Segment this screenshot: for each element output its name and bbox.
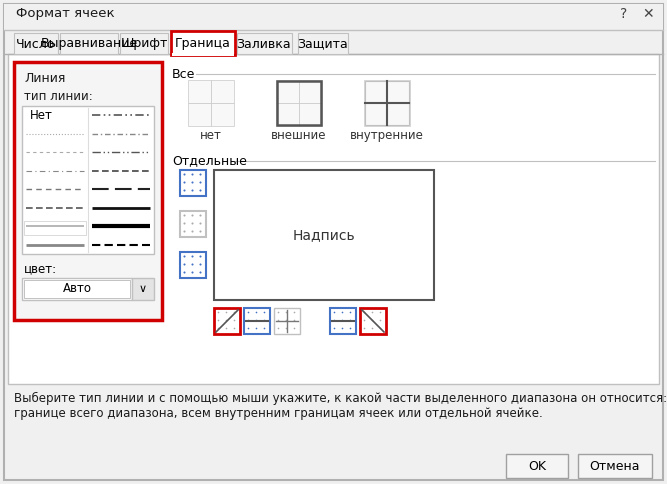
Bar <box>276 80 299 103</box>
Bar <box>180 211 206 237</box>
Bar <box>274 308 300 334</box>
Text: Число: Число <box>16 37 55 50</box>
Bar <box>360 308 386 334</box>
Bar <box>188 103 211 126</box>
Text: тип линии:: тип линии: <box>24 90 93 103</box>
Text: ?: ? <box>620 7 628 21</box>
Bar <box>22 106 154 254</box>
Bar <box>244 308 270 334</box>
Text: Выберите тип линии и с помощью мыши укажите, к какой части выделенного диапазона: Выберите тип линии и с помощью мыши укаж… <box>14 392 667 420</box>
Bar <box>330 308 356 334</box>
Bar <box>24 280 130 298</box>
Text: Заливка: Заливка <box>237 37 291 50</box>
Bar <box>120 33 168 54</box>
Text: Авто: Авто <box>63 283 91 296</box>
Bar <box>365 81 409 125</box>
Bar <box>188 80 211 103</box>
Text: Выравнивание: Выравнивание <box>41 37 137 50</box>
Bar <box>364 80 387 103</box>
Text: Отмена: Отмена <box>590 459 640 472</box>
Bar <box>387 103 410 126</box>
Bar <box>578 454 652 478</box>
Bar <box>172 53 234 56</box>
Text: Отдельные: Отдельные <box>172 154 247 167</box>
Bar <box>214 308 240 334</box>
Bar <box>180 170 206 196</box>
Bar <box>171 31 235 55</box>
Bar <box>14 33 58 54</box>
Bar <box>211 103 234 126</box>
Text: Надпись: Надпись <box>293 228 356 242</box>
Bar <box>387 80 410 103</box>
Bar <box>214 170 434 300</box>
Bar <box>8 54 659 384</box>
Text: Нет: Нет <box>30 109 53 122</box>
Bar <box>276 103 299 126</box>
Bar <box>299 80 322 103</box>
Bar <box>277 81 321 125</box>
Text: ∨: ∨ <box>139 284 147 294</box>
Text: внешние: внешние <box>271 129 327 142</box>
Text: нет: нет <box>200 129 222 142</box>
Bar <box>506 454 568 478</box>
Text: Линия: Линия <box>24 72 65 85</box>
Text: цвет:: цвет: <box>24 262 57 275</box>
Text: внутренние: внутренние <box>350 129 424 142</box>
Bar <box>4 4 663 30</box>
Bar <box>14 62 162 320</box>
Bar <box>298 33 348 54</box>
Text: Защита: Защита <box>297 37 348 50</box>
Bar <box>237 33 292 54</box>
Bar <box>180 252 206 278</box>
Text: Формат ячеек: Формат ячеек <box>16 7 115 20</box>
Text: Граница: Граница <box>175 36 231 49</box>
Bar <box>211 80 234 103</box>
Bar <box>60 33 118 54</box>
Text: OK: OK <box>528 459 546 472</box>
Text: Шрифт: Шрифт <box>120 37 167 50</box>
Bar <box>132 278 154 300</box>
Bar <box>24 221 86 235</box>
Bar <box>22 278 132 300</box>
Bar <box>299 103 322 126</box>
Text: Все: Все <box>172 68 195 81</box>
Bar <box>364 103 387 126</box>
Text: ✕: ✕ <box>642 7 654 21</box>
